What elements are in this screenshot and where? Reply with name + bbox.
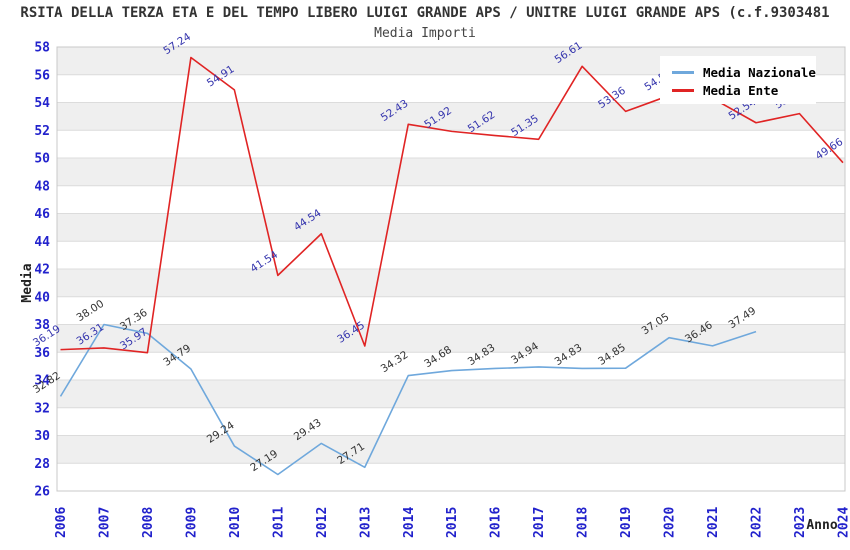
y-tick-label: 40 bbox=[34, 290, 50, 305]
x-tick-label: 2010 bbox=[228, 507, 243, 538]
y-tick-label: 26 bbox=[34, 485, 50, 500]
plot-band bbox=[57, 102, 845, 131]
legend-item-media-ente: Media Ente bbox=[672, 82, 816, 99]
chart-subtitle: Media Importi bbox=[374, 26, 476, 41]
chart-title-wrap: RSITA DELLA TERZA ETA E DEL TEMPO LIBERO… bbox=[0, 5, 850, 21]
plot-band bbox=[57, 130, 845, 158]
x-tick-label: 2013 bbox=[358, 507, 373, 538]
plot-band bbox=[57, 241, 845, 269]
x-tick-label: 2011 bbox=[271, 507, 286, 538]
x-tick-label: 2018 bbox=[576, 507, 591, 538]
y-tick-label: 50 bbox=[34, 152, 50, 167]
x-tick-label: 2021 bbox=[706, 507, 721, 538]
y-tick-label: 34 bbox=[34, 374, 50, 389]
x-tick-label: 2019 bbox=[619, 507, 634, 538]
x-tick-label: 2014 bbox=[402, 507, 417, 538]
plot-band bbox=[57, 296, 845, 325]
y-tick-label: 30 bbox=[34, 429, 50, 444]
y-tick-label: 42 bbox=[34, 263, 50, 278]
y-tick-label: 54 bbox=[34, 96, 50, 111]
plot-band bbox=[57, 407, 845, 436]
y-tick-label: 28 bbox=[34, 457, 50, 472]
y-tick-label: 36 bbox=[34, 346, 50, 361]
x-tick-label: 2012 bbox=[315, 507, 330, 538]
x-tick-label: 2006 bbox=[54, 507, 69, 538]
legend-item-media-nazionale: Media Nazionale bbox=[672, 64, 816, 81]
media-nazionale-line bbox=[59, 323, 757, 476]
y-tick-label: 44 bbox=[34, 235, 50, 250]
x-axis-title: Anno bbox=[806, 518, 837, 533]
y-axis-title: Media bbox=[20, 263, 35, 302]
chart-title: RSITA DELLA TERZA ETA E DEL TEMPO LIBERO… bbox=[20, 5, 830, 21]
plot-band bbox=[57, 324, 845, 353]
x-tick-label: 2015 bbox=[445, 507, 460, 538]
x-tick-label: 2009 bbox=[184, 507, 199, 538]
y-tick-label: 52 bbox=[34, 124, 50, 139]
x-tick-label: 2024 bbox=[836, 507, 850, 538]
plot-band bbox=[57, 158, 845, 186]
y-tick-label: 48 bbox=[34, 179, 50, 194]
x-tick-label: 2020 bbox=[663, 507, 678, 538]
plot-band bbox=[57, 435, 845, 464]
plot-border bbox=[56, 46, 846, 492]
x-tick-label: 2007 bbox=[97, 507, 112, 538]
x-tick-label: 2016 bbox=[489, 507, 504, 538]
y-tick-label: 58 bbox=[34, 41, 50, 56]
media-ente-line-swatch-icon bbox=[672, 89, 694, 92]
y-tick-label: 38 bbox=[34, 318, 50, 333]
plot-band bbox=[57, 185, 845, 214]
x-tick-label: 2008 bbox=[141, 507, 156, 538]
x-tick-label: 2022 bbox=[750, 507, 765, 538]
plot-band bbox=[57, 380, 845, 408]
plot-band bbox=[57, 213, 845, 242]
legend-label: Media Ente bbox=[703, 83, 779, 98]
plot-band bbox=[57, 269, 845, 297]
y-tick-label: 56 bbox=[34, 68, 50, 83]
x-tick-label: 2017 bbox=[532, 507, 547, 538]
x-tick-label: 2023 bbox=[793, 507, 808, 538]
legend-label: Media Nazionale bbox=[703, 65, 816, 80]
media-nazionale-line-swatch-icon bbox=[672, 71, 694, 74]
y-tick-label: 46 bbox=[34, 207, 50, 222]
plot-band bbox=[57, 463, 845, 491]
y-tick-label: 32 bbox=[34, 401, 50, 416]
legend: Media Nazionale Media Ente bbox=[660, 56, 816, 104]
